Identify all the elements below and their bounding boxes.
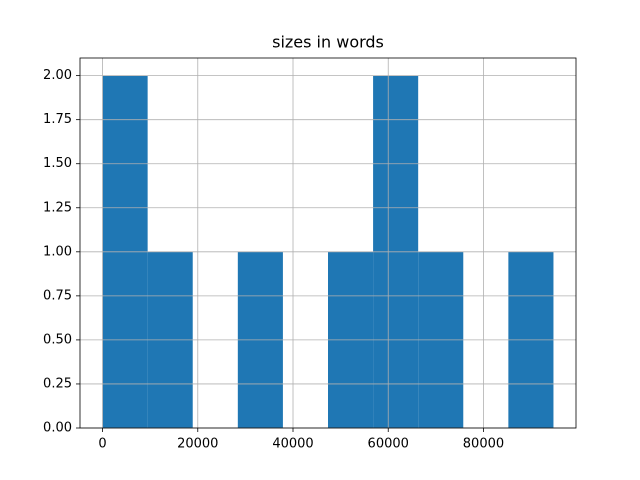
- y-tick-label: 1.50: [43, 156, 72, 171]
- y-tick-label: 0.00: [43, 421, 72, 436]
- x-tick-label: 40000: [272, 437, 313, 452]
- y-tick-label: 0.75: [43, 288, 72, 303]
- x-tick-label: 80000: [463, 437, 504, 452]
- y-tick-label: 1.25: [43, 200, 72, 215]
- y-tick-label: 0.25: [43, 376, 72, 391]
- x-tick-label: 20000: [177, 437, 218, 452]
- y-tick-label: 0.50: [43, 332, 72, 347]
- y-tick-label: 1.75: [43, 112, 72, 127]
- axes-frame: [79, 57, 577, 429]
- x-tick-label: 60000: [368, 437, 409, 452]
- y-tick-label: 2.00: [43, 68, 72, 83]
- y-tick-label: 1.00: [43, 244, 72, 259]
- chart-title: sizes in words: [272, 33, 384, 52]
- x-tick-label: 0: [98, 437, 106, 452]
